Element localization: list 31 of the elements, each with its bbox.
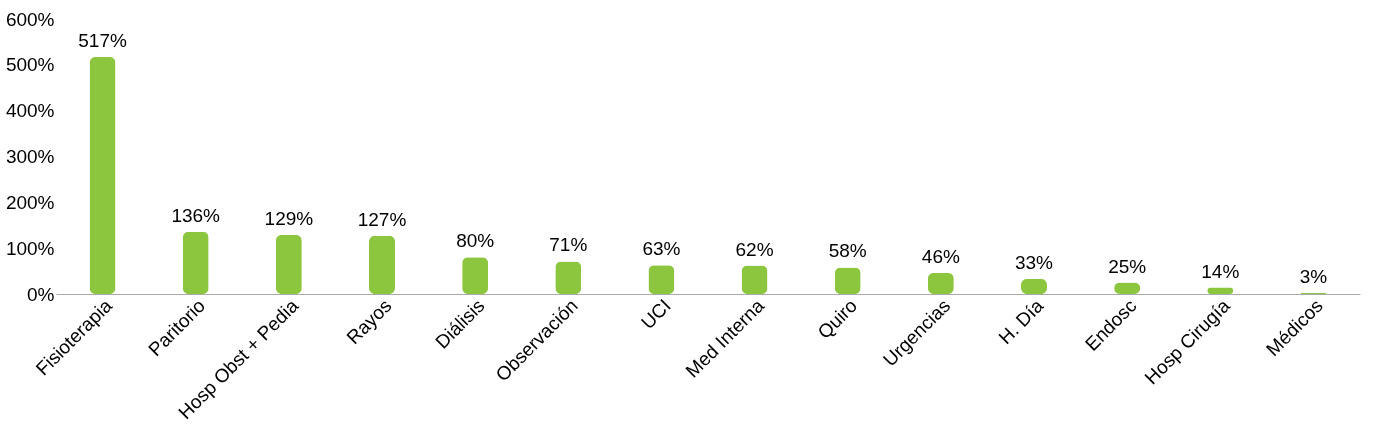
- data-label: 14%: [1201, 260, 1240, 282]
- data-label: 25%: [1108, 255, 1147, 277]
- data-label: 46%: [921, 245, 960, 267]
- y-tick-label: 300%: [5, 146, 55, 167]
- x-tick-label: UCI: [636, 295, 675, 334]
- bar: [462, 257, 489, 294]
- y-tick-label: 500%: [5, 54, 55, 76]
- y-tick-label: 100%: [5, 237, 55, 259]
- data-label: 80%: [456, 230, 495, 252]
- data-label: 62%: [735, 238, 774, 260]
- bar: [834, 267, 861, 294]
- y-tick-label: 400%: [5, 100, 55, 122]
- bar: [555, 261, 582, 294]
- bar: [182, 231, 209, 294]
- y-tick-label: 600%: [5, 8, 55, 30]
- bar: [275, 234, 302, 294]
- bar: [741, 265, 768, 294]
- data-label: 136%: [171, 204, 221, 226]
- data-label: 129%: [264, 207, 314, 229]
- data-label: 58%: [828, 240, 867, 262]
- x-tick-label: H. Día: [994, 294, 1048, 349]
- data-label: 71%: [549, 234, 588, 256]
- bar: [89, 57, 116, 294]
- data-label: 517%: [78, 30, 127, 52]
- bar: [369, 235, 395, 294]
- data-label: 63%: [642, 238, 681, 260]
- y-tick-label: 0%: [27, 283, 55, 305]
- data-label: 3%: [1299, 265, 1328, 287]
- y-tick-label: 200%: [5, 191, 55, 213]
- data-label: 33%: [1014, 251, 1054, 273]
- data-label: 127%: [357, 208, 407, 230]
